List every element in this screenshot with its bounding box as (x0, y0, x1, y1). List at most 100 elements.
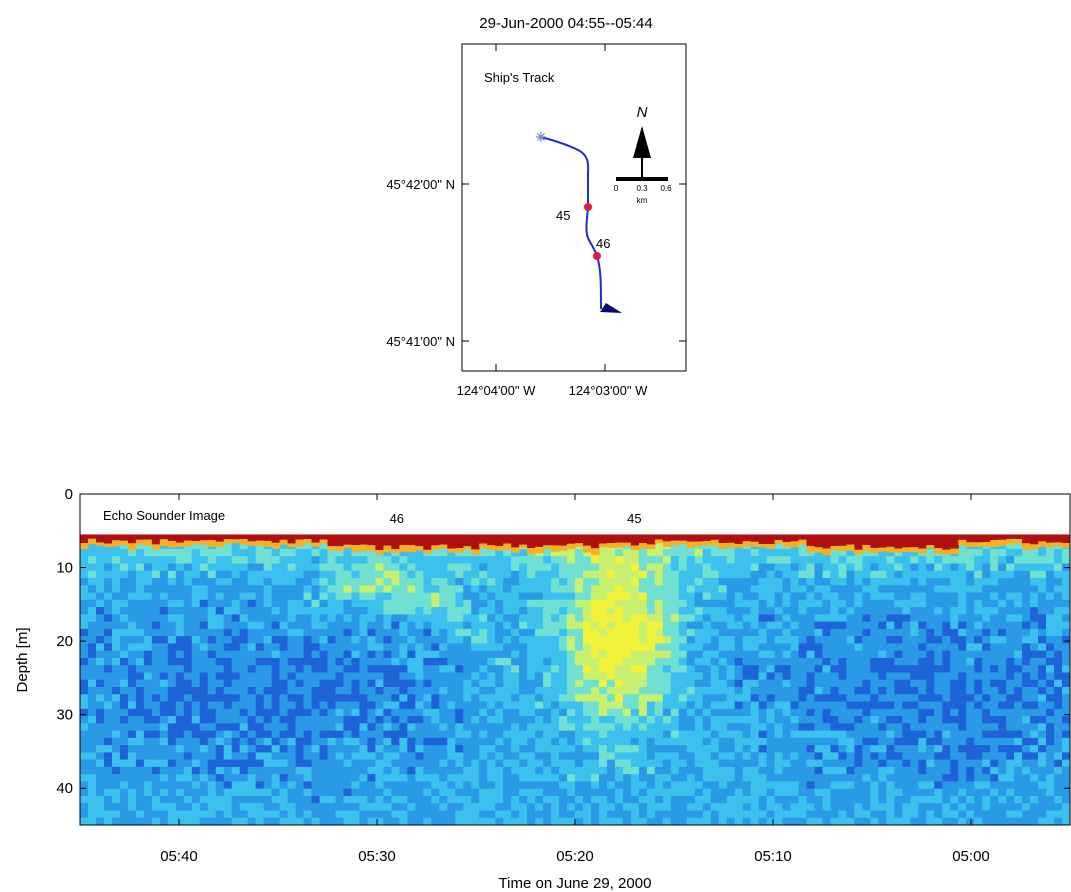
heatmap-cell (415, 592, 424, 601)
heatmap-cell (287, 592, 297, 601)
heatmap-cell (646, 607, 656, 615)
heatmap-cell (1046, 650, 1055, 659)
heatmap-cell (223, 817, 233, 825)
heatmap-cell (1006, 795, 1015, 804)
heatmap-cell (511, 745, 520, 753)
heatmap-cell (838, 599, 848, 608)
heatmap-cell (1022, 701, 1031, 710)
heatmap-cell (758, 759, 768, 768)
heatmap-cell (279, 621, 289, 630)
heatmap-cell (926, 795, 935, 804)
heatmap-cell (750, 548, 760, 557)
heatmap-cell (718, 585, 728, 594)
heatmap-cell (303, 665, 313, 674)
heatmap-cell (351, 628, 361, 637)
heatmap-cell (670, 737, 680, 746)
heatmap-cell (351, 592, 361, 601)
heatmap-cell (87, 686, 97, 695)
heatmap-cell (790, 672, 800, 681)
heatmap-cell (982, 657, 991, 666)
heatmap-cell (590, 672, 600, 681)
heatmap-cell (535, 723, 544, 732)
heatmap-cell (958, 701, 967, 710)
heatmap-cell (511, 810, 520, 819)
heatmap-cell (1038, 803, 1047, 812)
heatmap-cell (830, 716, 840, 724)
heatmap-cell (598, 578, 608, 586)
heatmap-cell (335, 810, 345, 819)
heatmap-cell (279, 774, 289, 783)
heatmap-cell (1046, 643, 1055, 652)
heatmap-cell (335, 556, 345, 565)
heatmap-cell (95, 592, 105, 601)
heatmap-cell (998, 810, 1007, 819)
heatmap-cell (303, 556, 313, 565)
heatmap-cell (806, 788, 816, 797)
heatmap-cell (758, 716, 768, 724)
heatmap-cell (135, 817, 145, 825)
heatmap-cell (934, 636, 943, 645)
heatmap-cell (391, 723, 400, 732)
heatmap-cell (319, 817, 329, 825)
heatmap-cell (630, 781, 640, 790)
heatmap-cell (662, 592, 672, 601)
heatmap-cell (622, 628, 632, 637)
heatmap-cell (519, 636, 528, 645)
heatmap-cell (1014, 716, 1023, 724)
heatmap-cell (702, 665, 712, 674)
heatmap-cell (590, 694, 600, 703)
heatmap-cell (782, 628, 792, 637)
heatmap-cell (974, 730, 983, 739)
heatmap-cell (582, 621, 592, 630)
heatmap-cell (455, 766, 464, 775)
heatmap-cell (734, 745, 744, 753)
heatmap-cell (982, 679, 991, 688)
heatmap-cell (143, 607, 153, 615)
heatmap-cell (1022, 730, 1031, 739)
heatmap-cell (646, 694, 656, 703)
heatmap-cell (551, 795, 560, 804)
heatmap-cell (1054, 723, 1063, 732)
heatmap-cell (774, 607, 784, 615)
heatmap-cell (894, 737, 903, 746)
heatmap-cell (95, 657, 105, 666)
heatmap-cell (950, 657, 959, 666)
heatmap-cell (750, 578, 760, 586)
heatmap-cell (950, 774, 959, 783)
heatmap-cell (223, 643, 233, 652)
heatmap-cell (519, 781, 528, 790)
heatmap-cell (982, 686, 991, 695)
heatmap-cell (1054, 578, 1063, 586)
heatmap-cell (247, 672, 257, 681)
heatmap-cell (119, 694, 129, 703)
heatmap-cell (942, 774, 951, 783)
heatmap-cell (894, 803, 903, 812)
heatmap-cell (606, 708, 616, 717)
heatmap-cell (878, 563, 887, 572)
heatmap-cell (950, 810, 959, 819)
heatmap-cell (646, 759, 656, 768)
heatmap-cell (407, 788, 416, 797)
heatmap-cell (463, 701, 472, 710)
heatmap-cell (423, 679, 432, 688)
heatmap-cell (982, 803, 991, 812)
heatmap-cell (630, 607, 640, 615)
heatmap-cell (678, 694, 688, 703)
heatmap-cell (135, 694, 145, 703)
heatmap-cell (974, 650, 983, 659)
heatmap-cell (271, 766, 281, 775)
heatmap-cell (862, 730, 872, 739)
heatmap-cell (191, 759, 201, 768)
heatmap-cell (135, 766, 145, 775)
heatmap-cell (790, 817, 800, 825)
heatmap-cell (279, 665, 289, 674)
heatmap-cell (255, 730, 265, 739)
heatmap-cell (646, 788, 656, 797)
heatmap-cell (830, 607, 840, 615)
heatmap-cell (1038, 766, 1047, 775)
heatmap-cell (894, 766, 903, 775)
heatmap-cell (567, 759, 576, 768)
heatmap-cell (447, 563, 456, 572)
heatmap-cell (790, 716, 800, 724)
heatmap-cell (838, 694, 848, 703)
